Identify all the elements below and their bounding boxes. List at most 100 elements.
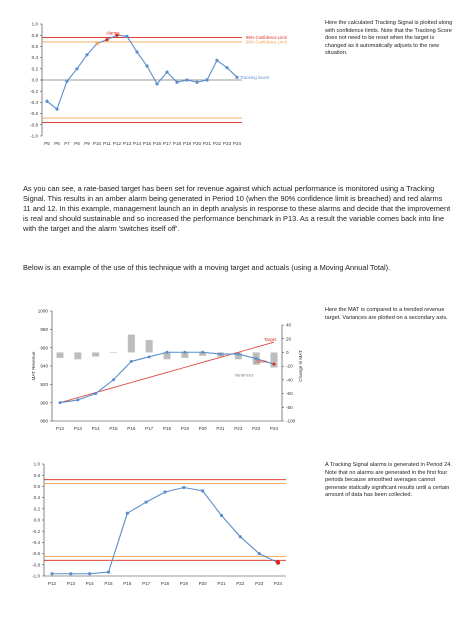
y-tick-label: 960	[40, 345, 48, 350]
x-tick-label: P15	[104, 581, 113, 586]
target-annotation: Target	[264, 337, 277, 342]
y-tick-label: -0.6	[30, 111, 38, 116]
x-tick-label: P13	[74, 426, 83, 431]
y-tick-label: 0.6	[32, 44, 39, 49]
chart3-note: A Tracking Signal alarms is generated in…	[325, 462, 452, 499]
mat-revenue-point	[272, 362, 276, 366]
x-tick-label: P10	[93, 141, 102, 146]
y2-axis-title: Change in MAT	[298, 350, 303, 382]
mat-revenue-point	[254, 357, 258, 361]
x-tick-label: P9	[84, 141, 90, 146]
y-tick-label: -0.2	[32, 529, 40, 534]
y-tick-label: 880	[40, 419, 48, 424]
mat-revenue-point	[201, 350, 205, 354]
variance-bar	[270, 352, 278, 368]
variance-bar	[127, 334, 135, 353]
tracking-signal-point	[106, 570, 111, 574]
tracking-score-point	[135, 50, 139, 54]
x-tick-label: P19	[181, 426, 190, 431]
y-tick-label: 1000	[38, 309, 49, 314]
x-tick-label: P17	[142, 581, 151, 586]
x-tick-label: P8	[74, 141, 80, 146]
x-tick-label: P16	[123, 581, 132, 586]
variance-bar	[163, 352, 171, 360]
variance-bar	[92, 352, 100, 357]
tracking-score-point	[115, 33, 119, 37]
tracking-score-point	[235, 75, 239, 79]
mat-revenue-point	[94, 392, 98, 395]
x-tick-label: P15	[143, 141, 152, 146]
variance-bar	[110, 352, 117, 354]
tracking-signal-point	[201, 489, 205, 493]
tracking-score-point	[205, 78, 209, 82]
tracking-score-point	[225, 66, 229, 70]
x-tick-label: P6	[54, 141, 60, 146]
variance-bar	[145, 340, 153, 353]
mat-revenue-chart: 1000 980 960 940 920 900 880 40 20 0 -20 -40 -60 -80 -…	[31, 309, 303, 431]
tracking-signal-point	[69, 572, 73, 576]
y-tick-label: 0.2	[32, 66, 39, 71]
mat-revenue-point	[219, 352, 222, 356]
mat-revenue-line	[59, 351, 275, 404]
tracking-score-point	[155, 82, 159, 86]
tracking-score-line	[46, 34, 238, 111]
y-tick-label: 0.0	[34, 518, 41, 523]
y-tick-label: -0.8	[30, 122, 38, 127]
x-tick-label: P21	[203, 141, 212, 146]
series-label-tracking-score: Tracking Score	[240, 75, 270, 80]
y2-tick-label: -20	[286, 364, 293, 369]
x-tick-label: P19	[180, 581, 189, 586]
y2-tick-label: -60	[286, 391, 293, 396]
y-tick-label: 0.4	[34, 495, 41, 500]
y-tick-label: -0.8	[32, 562, 40, 567]
tracking-signal-line	[52, 486, 279, 575]
tracking-score-point	[75, 67, 79, 71]
y-tick-label: -1.0	[30, 134, 38, 139]
y-tick-label: 920	[40, 382, 48, 387]
x-tick-label: P22	[234, 426, 243, 431]
x-tick-label: P14	[86, 581, 95, 586]
y-tick-label: 0.8	[34, 473, 41, 478]
x-tick-label: P24	[270, 426, 279, 431]
x-tick-label: P22	[213, 141, 222, 146]
tracking-signal-point	[238, 535, 242, 539]
y-tick-label: -1.0	[32, 574, 40, 579]
paragraph-alarm-explanation: As you can see, a rate-based target has …	[23, 184, 451, 233]
y-tick-label: 0.4	[32, 55, 39, 60]
tracking-score-point	[145, 64, 149, 68]
tracking-score-point	[175, 80, 179, 84]
x-tick-label: P18	[173, 141, 182, 146]
tracking-score-point	[215, 58, 219, 63]
y-tick-label: 0.2	[34, 506, 41, 511]
tracking-score-point	[185, 78, 189, 82]
y-tick-label: 900	[40, 400, 48, 405]
y-tick-label: 1.0	[32, 22, 39, 27]
y-tick-label: 1.0	[34, 462, 41, 467]
mat-revenue-point	[129, 359, 133, 363]
tracking-signal-point	[182, 485, 186, 490]
mat-revenue-point	[236, 352, 240, 356]
y-tick-label: 0.8	[32, 33, 39, 38]
chart2-note: Here the MAT is compared to a trended re…	[325, 307, 448, 321]
x-tick-label: P12	[48, 581, 57, 586]
tracking-score-point	[45, 99, 49, 103]
tracking-score-point	[95, 42, 99, 46]
x-tick-label: P13	[67, 581, 76, 586]
tracking-signal-chart-2: 1.0 0.8 0.6 0.4 0.2 0.0 -0.2 -0.4 -0.6 -0.8 -1.0 P1…	[32, 462, 286, 586]
y-tick-label: -0.2	[30, 89, 38, 94]
x-tick-label: P16	[153, 141, 162, 146]
red-limit-label: 95% Confidence Limit	[246, 35, 288, 40]
x-tick-label: P24	[233, 141, 242, 146]
tracking-signal-point	[257, 552, 261, 556]
x-tick-label: P12	[56, 426, 65, 431]
tracking-signal-point	[125, 511, 129, 515]
tracking-signal-chart-1: 1.0 0.8 0.6 0.4 0.2 0.0 -0.2 -0.4 -0.6 -0.8 -1.0 P5…	[30, 22, 288, 146]
x-tick-label: P20	[193, 141, 202, 146]
mat-revenue-point	[147, 355, 151, 359]
chart1-note: Here the calculated Tracking Signal is p…	[325, 20, 453, 57]
x-tick-label: P13	[123, 141, 132, 146]
y2-tick-label: 20	[286, 336, 292, 341]
x-tick-label: P16	[127, 426, 136, 431]
variance-bar	[181, 352, 189, 358]
x-tick-label: P20	[199, 426, 208, 431]
